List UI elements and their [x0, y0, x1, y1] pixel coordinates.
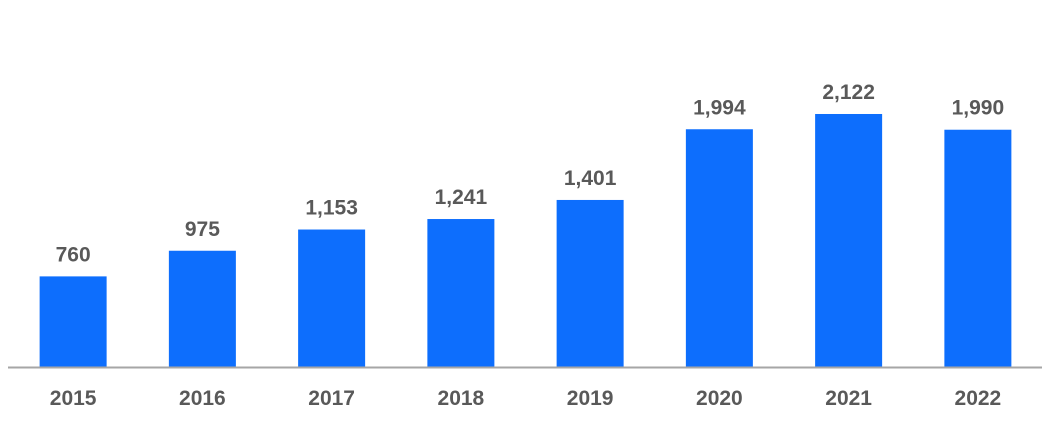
bar-2020 — [685, 129, 753, 367]
x-tick-label-2017: 2017 — [308, 387, 355, 410]
x-tick-label-2016: 2016 — [179, 387, 226, 410]
bar-2017 — [298, 229, 366, 367]
data-label-2021: 2,122 — [822, 81, 875, 104]
bar-2019 — [556, 199, 624, 367]
data-label-2018: 1,241 — [435, 186, 488, 209]
data-label-2015: 760 — [56, 243, 91, 266]
bar-2018 — [427, 219, 495, 367]
x-tick-label-2019: 2019 — [567, 387, 614, 410]
data-label-2016: 975 — [185, 218, 220, 241]
x-tick-label-2022: 2022 — [955, 387, 1002, 410]
bar-2015 — [39, 276, 107, 367]
x-tick-label-2020: 2020 — [696, 387, 743, 410]
x-tick-label-2015: 2015 — [50, 387, 97, 410]
data-label-2022: 1,990 — [952, 97, 1005, 120]
x-tick-label-2021: 2021 — [825, 387, 872, 410]
bar-2021 — [815, 113, 883, 367]
data-label-2020: 1,994 — [693, 96, 746, 119]
bar-2016 — [168, 250, 236, 367]
x-tick-label-2018: 2018 — [438, 387, 485, 410]
data-label-2019: 1,401 — [564, 167, 617, 190]
bar-2022 — [944, 129, 1012, 367]
data-label-2017: 1,153 — [305, 197, 358, 220]
